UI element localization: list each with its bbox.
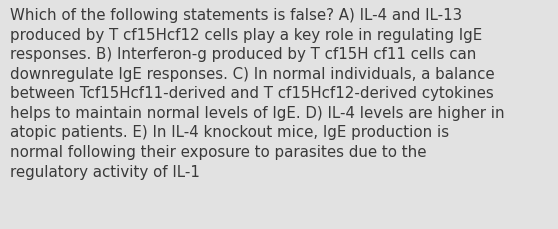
Text: Which of the following statements is false? A) IL-4 and IL-13
produced by T cf15: Which of the following statements is fal… bbox=[10, 8, 504, 179]
